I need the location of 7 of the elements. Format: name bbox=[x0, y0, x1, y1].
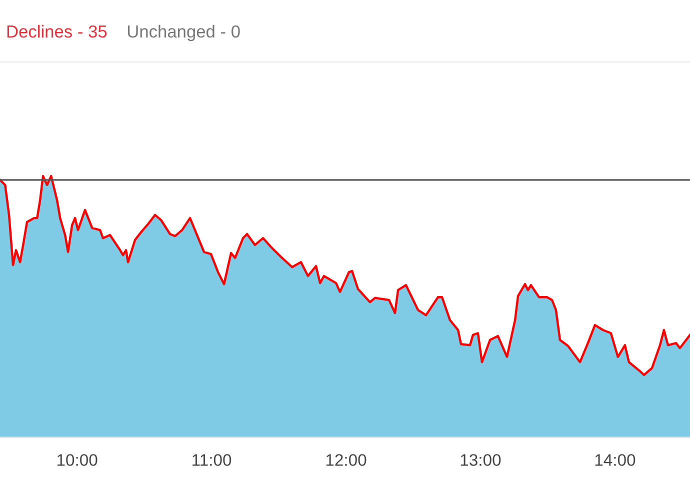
x-tick-label: 10:00 bbox=[57, 454, 98, 466]
x-tick-label: 13:00 bbox=[460, 454, 501, 466]
text: Declines - 35 bbox=[7, 24, 107, 38]
text: Unchanged - 0 bbox=[128, 24, 240, 42]
x-tick-label: 12:00 bbox=[326, 454, 366, 466]
x-tick-label: 14:00 bbox=[595, 454, 636, 466]
x-tick-label: 11:00 bbox=[192, 454, 232, 466]
